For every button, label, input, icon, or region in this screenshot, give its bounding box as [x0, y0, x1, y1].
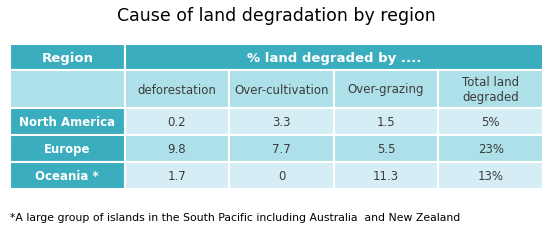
Text: Over-cultivation: Over-cultivation — [234, 83, 328, 96]
Bar — [334, 109, 439, 136]
Bar — [10, 71, 124, 109]
Bar — [229, 71, 334, 109]
Bar — [124, 136, 229, 162]
Text: 3.3: 3.3 — [272, 115, 291, 129]
Text: Europe: Europe — [44, 142, 91, 155]
Text: Total land
degraded: Total land degraded — [462, 75, 519, 104]
Text: Oceania *: Oceania * — [35, 169, 99, 182]
Bar — [124, 162, 229, 189]
Bar — [10, 109, 124, 136]
Bar — [124, 109, 229, 136]
Text: 5%: 5% — [482, 115, 500, 129]
Text: 1.5: 1.5 — [377, 115, 395, 129]
Bar — [439, 71, 543, 109]
Bar — [10, 136, 124, 162]
Bar — [229, 109, 334, 136]
Text: 23%: 23% — [478, 142, 504, 155]
Bar — [334, 162, 439, 189]
Bar — [439, 136, 543, 162]
Bar — [439, 162, 543, 189]
Bar — [439, 109, 543, 136]
Text: 0: 0 — [278, 169, 285, 182]
Text: *A large group of islands in the South Pacific including Australia  and New Zeal: *A large group of islands in the South P… — [10, 212, 460, 222]
Bar — [10, 162, 124, 189]
Text: 5.5: 5.5 — [377, 142, 395, 155]
Bar — [334, 136, 439, 162]
Text: 1.7: 1.7 — [168, 169, 186, 182]
Text: 7.7: 7.7 — [272, 142, 291, 155]
Text: 0.2: 0.2 — [168, 115, 186, 129]
Text: 9.8: 9.8 — [168, 142, 186, 155]
Bar — [229, 162, 334, 189]
Text: deforestation: deforestation — [138, 83, 216, 96]
Bar — [334, 71, 439, 109]
Bar — [124, 45, 543, 71]
Text: % land degraded by ....: % land degraded by .... — [247, 51, 421, 64]
Text: 13%: 13% — [478, 169, 504, 182]
Text: North America: North America — [19, 115, 116, 129]
Text: Cause of land degradation by region: Cause of land degradation by region — [117, 7, 436, 25]
Bar — [10, 45, 124, 71]
Text: Over-grazing: Over-grazing — [348, 83, 424, 96]
Bar — [124, 71, 229, 109]
Text: Region: Region — [41, 51, 93, 64]
Bar — [229, 136, 334, 162]
Text: 11.3: 11.3 — [373, 169, 399, 182]
